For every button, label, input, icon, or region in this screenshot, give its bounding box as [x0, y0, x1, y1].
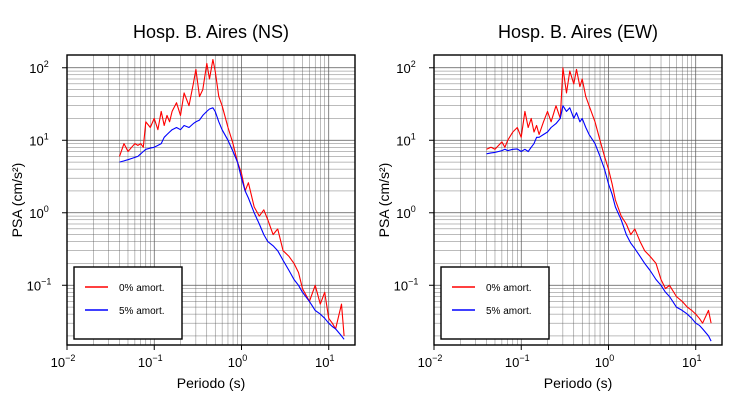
- chart-title: Hosp. B. Aires (EW): [498, 22, 658, 42]
- y-tick-label: 100: [29, 204, 48, 221]
- x-tick-exponent: −2: [432, 353, 442, 363]
- y-tick-label: 101: [29, 131, 48, 148]
- y-tick-base: 10: [27, 278, 41, 293]
- series-line-0: [486, 67, 712, 324]
- y-tick-exponent: 0: [44, 204, 49, 214]
- y-tick-base: 10: [29, 133, 43, 148]
- y-tick-label: 102: [396, 59, 415, 76]
- x-tick-base: 10: [418, 355, 432, 370]
- y-tick-base: 10: [29, 61, 43, 76]
- series-line-0: [118, 58, 345, 336]
- y-tick-base: 10: [396, 61, 410, 76]
- x-tick-label: 10−1: [138, 353, 163, 370]
- x-tick-label: 100: [228, 353, 247, 370]
- legend-box: [440, 266, 550, 340]
- x-tick-label: 101: [315, 353, 334, 370]
- y-tick-label: 10−1: [394, 276, 419, 293]
- plot-frame: [66, 54, 356, 346]
- x-tick-base: 10: [51, 355, 65, 370]
- series-line-1: [486, 105, 712, 342]
- y-tick-label: 102: [29, 59, 48, 76]
- y-tick-exponent: 0: [411, 204, 416, 214]
- legend-box: [73, 266, 183, 340]
- x-tick-exponent: 0: [242, 353, 247, 363]
- x-tick-base: 10: [595, 355, 609, 370]
- x-tick-base: 10: [138, 355, 152, 370]
- legend-label-0: 0% amort.: [119, 283, 165, 294]
- x-tick-base: 10: [682, 355, 696, 370]
- x-tick-label: 10−2: [51, 353, 76, 370]
- y-tick-exponent: −1: [41, 276, 51, 286]
- x-axis-label: Periodo (s): [544, 375, 612, 391]
- x-tick-exponent: −1: [152, 353, 162, 363]
- y-tick-exponent: 1: [44, 131, 49, 141]
- x-tick-base: 10: [228, 355, 242, 370]
- x-tick-label: 100: [595, 353, 614, 370]
- plot-frame: [433, 54, 723, 346]
- x-tick-exponent: −1: [519, 353, 529, 363]
- y-tick-label: 101: [396, 131, 415, 148]
- y-tick-exponent: 2: [411, 59, 416, 69]
- x-tick-base: 10: [505, 355, 519, 370]
- y-tick-label: 10−1: [27, 276, 52, 293]
- y-tick-base: 10: [396, 206, 410, 221]
- legend-label-1: 5% amort.: [119, 306, 165, 317]
- y-axis-label: PSA (cm/s²): [376, 163, 392, 238]
- y-tick-label: 100: [396, 204, 415, 221]
- y-tick-base: 10: [29, 206, 43, 221]
- chart-title: Hosp. B. Aires (NS): [133, 22, 289, 42]
- legend-label-1: 5% amort.: [486, 306, 532, 317]
- x-tick-label: 101: [682, 353, 701, 370]
- y-tick-exponent: 2: [44, 59, 49, 69]
- x-tick-exponent: −2: [65, 353, 75, 363]
- x-tick-label: 10−1: [505, 353, 530, 370]
- y-axis-label: PSA (cm/s²): [9, 163, 25, 238]
- legend-label-0: 0% amort.: [486, 283, 532, 294]
- series-line-1: [119, 107, 345, 340]
- y-tick-base: 10: [396, 133, 410, 148]
- x-tick-base: 10: [315, 355, 329, 370]
- y-tick-exponent: −1: [408, 276, 418, 286]
- x-tick-exponent: 1: [329, 353, 334, 363]
- legend: 0% amort. 5% amort.: [440, 266, 550, 340]
- x-tick-exponent: 0: [609, 353, 614, 363]
- x-tick-label: 10−2: [418, 353, 443, 370]
- y-tick-exponent: 1: [411, 131, 416, 141]
- y-tick-base: 10: [394, 278, 408, 293]
- x-axis-label: Periodo (s): [177, 375, 245, 391]
- legend: 0% amort. 5% amort.: [73, 266, 183, 340]
- x-tick-exponent: 1: [696, 353, 701, 363]
